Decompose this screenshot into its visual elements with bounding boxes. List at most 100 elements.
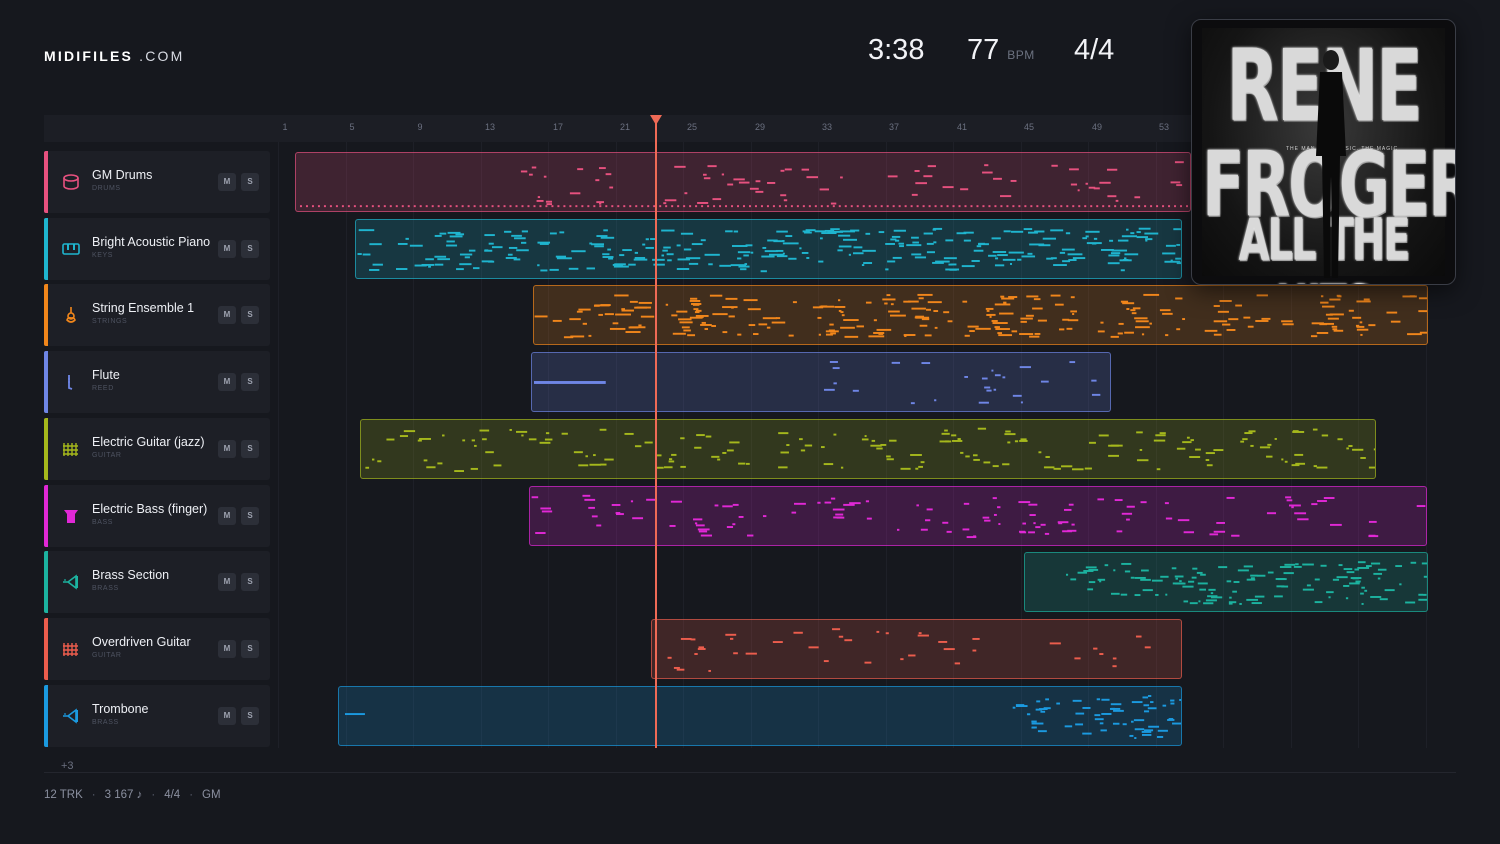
ruler-bar-number: 17 bbox=[552, 122, 564, 132]
midi-clip[interactable] bbox=[529, 486, 1427, 546]
clip-notes bbox=[667, 628, 1151, 672]
album-cover-art: RENE FROGER ALL THE HITS THE MAN. THE MU… bbox=[1202, 28, 1455, 284]
midi-clip[interactable] bbox=[531, 352, 1111, 412]
track-category: GUITAR bbox=[92, 452, 122, 459]
ruler-bar-number: 9 bbox=[417, 122, 423, 132]
grid-line bbox=[1088, 142, 1089, 748]
solo-button[interactable]: S bbox=[241, 440, 259, 458]
ruler-bar-number: 45 bbox=[1023, 122, 1035, 132]
clip-notes bbox=[533, 361, 1101, 405]
footer-separator: · bbox=[189, 789, 194, 801]
track-header[interactable]: Brass Section BRASS M S bbox=[44, 551, 270, 613]
track-name: GM Drums bbox=[92, 168, 153, 182]
track-name: Overdriven Guitar bbox=[92, 635, 191, 649]
mute-button[interactable]: M bbox=[218, 440, 236, 458]
ruler-bar-number: 1 bbox=[282, 122, 288, 132]
mute-button[interactable]: M bbox=[218, 240, 236, 258]
track-name: Brass Section bbox=[92, 568, 170, 582]
clip-notes bbox=[357, 227, 1181, 273]
grid-line bbox=[548, 142, 549, 748]
track-header[interactable]: Trombone BRASS M S bbox=[44, 685, 270, 747]
ruler-bar-number: 5 bbox=[349, 122, 355, 132]
midi-clip[interactable] bbox=[533, 285, 1428, 345]
bass-icon bbox=[61, 506, 81, 526]
track-color-stripe bbox=[44, 485, 48, 547]
mute-button[interactable]: M bbox=[218, 507, 236, 525]
midi-clip[interactable] bbox=[1024, 552, 1428, 612]
ruler-bar-number: 49 bbox=[1091, 122, 1103, 132]
track-header[interactable]: Flute REED M S bbox=[44, 351, 270, 413]
footer-stats: 12 TRK · 3 167 ♪ · 4/4 · GM bbox=[44, 789, 221, 801]
midi-clip[interactable] bbox=[338, 686, 1182, 746]
flute-icon bbox=[61, 372, 81, 392]
violin-icon bbox=[61, 305, 81, 325]
mute-button[interactable]: M bbox=[218, 707, 236, 725]
mute-button[interactable]: M bbox=[218, 173, 236, 191]
solo-button[interactable]: S bbox=[241, 173, 259, 191]
clip-notes bbox=[531, 494, 1426, 539]
track-header[interactable]: String Ensemble 1 STRINGS M S bbox=[44, 284, 270, 346]
solo-button[interactable]: S bbox=[241, 573, 259, 591]
drum-icon bbox=[61, 172, 81, 192]
ruler-bar-number: 37 bbox=[888, 122, 900, 132]
track-color-stripe bbox=[44, 151, 48, 213]
midi-clip[interactable] bbox=[360, 419, 1376, 479]
grid-line bbox=[1291, 142, 1292, 748]
cover-figure-icon bbox=[1316, 50, 1346, 278]
track-category: BRASS bbox=[92, 585, 119, 592]
ruler-bar-number: 33 bbox=[821, 122, 833, 132]
ruler-bar-number: 13 bbox=[484, 122, 496, 132]
track-header[interactable]: Electric Guitar (jazz) GUITAR M S bbox=[44, 418, 270, 480]
ruler-bar-number: 53 bbox=[1158, 122, 1170, 132]
footer-track-count: 12 TRK bbox=[44, 789, 83, 801]
grid-line bbox=[346, 142, 347, 748]
mute-button[interactable]: M bbox=[218, 373, 236, 391]
playhead-handle[interactable] bbox=[650, 115, 662, 125]
footer-separator: · bbox=[151, 789, 156, 801]
track-color-stripe bbox=[44, 551, 48, 613]
horn-icon bbox=[61, 706, 81, 726]
track-header[interactable]: Overdriven Guitar GUITAR M S bbox=[44, 618, 270, 680]
more-tracks-label[interactable]: +3 bbox=[61, 760, 74, 772]
grid-line bbox=[683, 142, 684, 748]
solo-button[interactable]: S bbox=[241, 707, 259, 725]
solo-button[interactable]: S bbox=[241, 240, 259, 258]
track-header[interactable]: Bright Acoustic Piano KEYS M S bbox=[44, 218, 270, 280]
tempo-display: 77 BPM bbox=[967, 34, 1035, 70]
track-name: Trombone bbox=[92, 702, 149, 716]
track-color-stripe bbox=[44, 218, 48, 280]
track-color-stripe bbox=[44, 418, 48, 480]
solo-button[interactable]: S bbox=[241, 373, 259, 391]
track-category: BRASS bbox=[92, 719, 119, 726]
song-duration: 3:38 bbox=[868, 34, 924, 70]
solo-button[interactable]: S bbox=[241, 306, 259, 324]
ruler-bar-number: 41 bbox=[956, 122, 968, 132]
brand-logo[interactable]: MIDIFILES .COM bbox=[44, 48, 184, 64]
mute-button[interactable]: M bbox=[218, 573, 236, 591]
grid-line bbox=[886, 142, 887, 748]
solo-button[interactable]: S bbox=[241, 640, 259, 658]
playhead[interactable] bbox=[655, 115, 657, 748]
album-cover: RENE FROGER ALL THE HITS THE MAN. THE MU… bbox=[1191, 19, 1456, 285]
footer-signature: 4/4 bbox=[164, 789, 181, 801]
midi-clip[interactable] bbox=[355, 219, 1182, 279]
tempo-unit: BPM bbox=[1007, 48, 1035, 62]
midi-clip[interactable] bbox=[295, 152, 1191, 212]
grid-line bbox=[1358, 142, 1359, 748]
grid-line bbox=[1156, 142, 1157, 748]
track-color-stripe bbox=[44, 685, 48, 747]
track-category: KEYS bbox=[92, 252, 114, 259]
clip-notes bbox=[299, 161, 1189, 208]
grid-line bbox=[1426, 142, 1427, 748]
track-color-stripe bbox=[44, 284, 48, 346]
track-name: String Ensemble 1 bbox=[92, 301, 195, 315]
track-header[interactable]: GM Drums DRUMS M S bbox=[44, 151, 270, 213]
solo-button[interactable]: S bbox=[241, 507, 259, 525]
track-category: REED bbox=[92, 385, 114, 392]
grid-line bbox=[413, 142, 414, 748]
footer-standard: GM bbox=[202, 789, 221, 801]
mute-button[interactable]: M bbox=[218, 306, 236, 324]
midi-clip[interactable] bbox=[651, 619, 1182, 679]
mute-button[interactable]: M bbox=[218, 640, 236, 658]
track-header[interactable]: Electric Bass (finger) BASS M S bbox=[44, 485, 270, 547]
